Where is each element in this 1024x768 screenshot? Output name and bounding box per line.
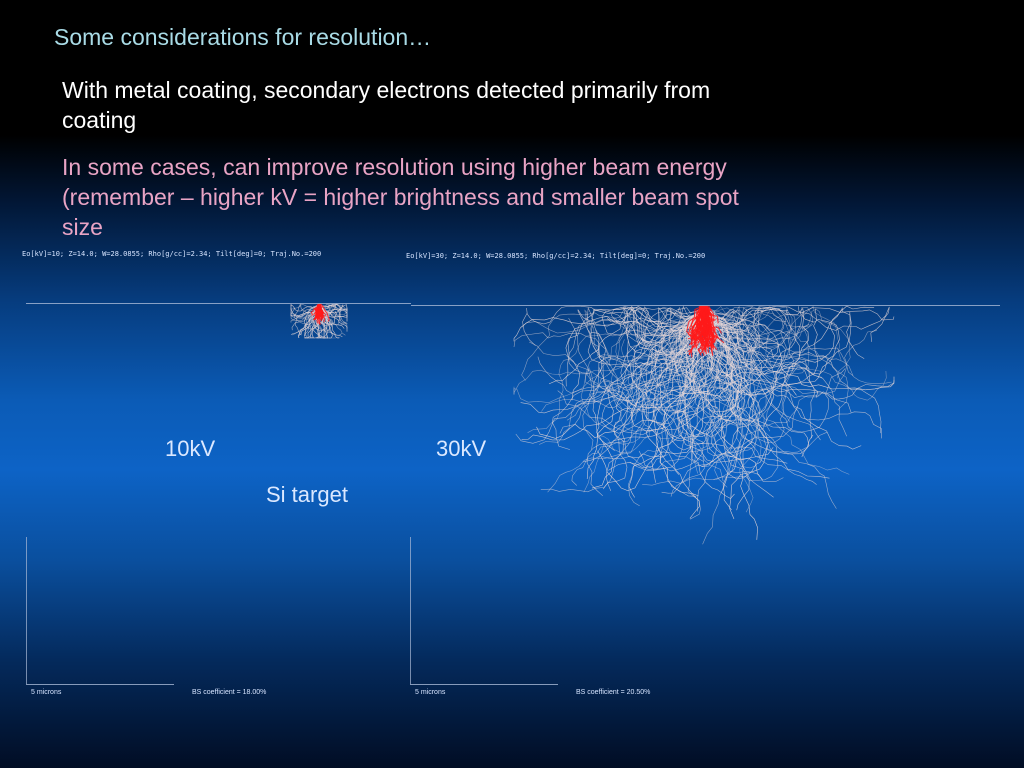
electron-trajectory [565,305,705,387]
electron-trajectory [610,305,705,439]
beam-core-trajectory [318,303,324,315]
electron-trajectory [290,303,320,317]
electron-trajectory [608,305,708,471]
beam-core-trajectory [701,305,715,336]
target-label: Si target [266,482,348,507]
bullet-coating: With metal coating, secondary electrons … [62,77,711,133]
electron-trajectory [703,305,758,540]
trajectory-cloud-30kv [513,305,895,545]
trajectory-cloud-10kv [290,303,348,339]
electron-trajectory [668,305,745,438]
bs-coefficient-30kv: BS coefficient = 20.50% [576,689,651,696]
scale-label-10kv: 5 microns [31,689,62,696]
beam-core-trajectory [702,305,709,353]
slide-title: Some considerations for resolution… [54,24,432,50]
electron-trajectory [537,305,705,394]
electron-trajectory [652,305,757,402]
bs-coefficient-10kv: BS coefficient = 18.00% [192,689,267,696]
electron-trajectory [620,305,705,459]
axis-left-30kv [410,537,411,684]
electron-trajectory [700,305,882,434]
beam-core-trajectory [703,305,714,340]
electron-trajectory [548,305,705,385]
electron-trajectory [659,305,734,497]
electron-trajectory [703,305,800,368]
sim-params-10kv: Eo[kV]=10; Z=14.0; W=28.0855; Rho[g/cc]=… [22,250,322,258]
electron-trajectory [521,305,705,381]
beam-core-trajectory [317,303,324,319]
electron-trajectory [565,305,705,401]
electron-trajectory [601,305,705,374]
scale-bar-30kv [410,684,558,685]
axis-left-10kv [26,537,27,684]
scale-label-30kv: 5 microns [415,689,446,696]
electron-trajectory [290,303,320,323]
electron-trajectory [568,305,705,409]
surface-line-30kv [411,305,1000,306]
electron-trajectory [520,305,705,414]
electron-trajectory [703,305,759,494]
electron-trajectory [551,305,705,450]
electron-trajectory [290,303,320,320]
electron-trajectory [592,305,705,451]
electron-trajectory [703,305,846,433]
beam-core-trajectory [318,303,323,319]
surface-line-10kv [26,303,411,304]
electron-trajectory [527,305,705,433]
beam-core-trajectory [699,305,709,338]
beam-core-trajectory [695,305,709,343]
electron-trajectory [703,305,851,386]
electron-trajectory [697,305,753,512]
electron-trajectory [577,305,705,366]
electron-trajectory [541,305,705,412]
electron-trajectory [642,305,746,486]
electron-trajectory [703,305,810,458]
electron-trajectory [566,305,705,421]
label-30kv: 30kV [436,436,487,461]
electron-trajectory [626,305,705,432]
beam-core-trajectory [693,305,705,333]
electron-trajectory [632,305,712,451]
electron-trajectory [678,305,815,439]
electron-trajectory [651,305,774,463]
electron-trajectory [701,305,786,467]
electron-trajectory [674,305,813,377]
electron-trajectory [693,305,740,510]
beam-core-trajectory [317,303,323,319]
electron-trajectory [703,305,882,439]
beam-core-trajectory [693,305,709,341]
electron-trajectory [703,305,823,378]
electron-trajectory [584,305,705,361]
bullet-beam-energy: In some cases, can improve resolution us… [62,154,739,240]
electron-trajectory [615,306,705,410]
electron-trajectory [679,305,852,413]
electron-trajectory [703,305,779,482]
electron-trajectory [703,305,840,375]
electron-trajectory [675,305,814,455]
electron-trajectory [318,303,333,339]
electron-trajectory [522,305,705,346]
label-10kv: 10kV [165,436,216,461]
beam-core-trajectory [702,305,719,324]
electron-trajectory [645,305,708,462]
electron-trajectory [703,305,895,391]
electron-trajectory [703,305,849,410]
electron-trajectory [540,305,705,493]
sim-params-30kv: Eo[kV]=30; Z=14.0; W=28.0855; Rho[g/cc]=… [406,252,706,260]
electron-trajectory [703,305,895,373]
beam-core-trajectory [318,303,330,322]
electron-trajectory [586,305,705,394]
electron-trajectory [536,305,705,439]
electron-trajectory [602,305,705,490]
electron-trajectory [673,305,767,426]
electron-trajectory [586,305,705,497]
electron-trajectory [703,305,890,342]
scale-bar-10kv [26,684,174,685]
electron-trajectory [653,305,706,519]
electron-trajectory [694,305,740,474]
electron-trajectory [703,305,809,427]
electron-trajectory [703,305,769,520]
electron-trajectory [677,305,830,479]
